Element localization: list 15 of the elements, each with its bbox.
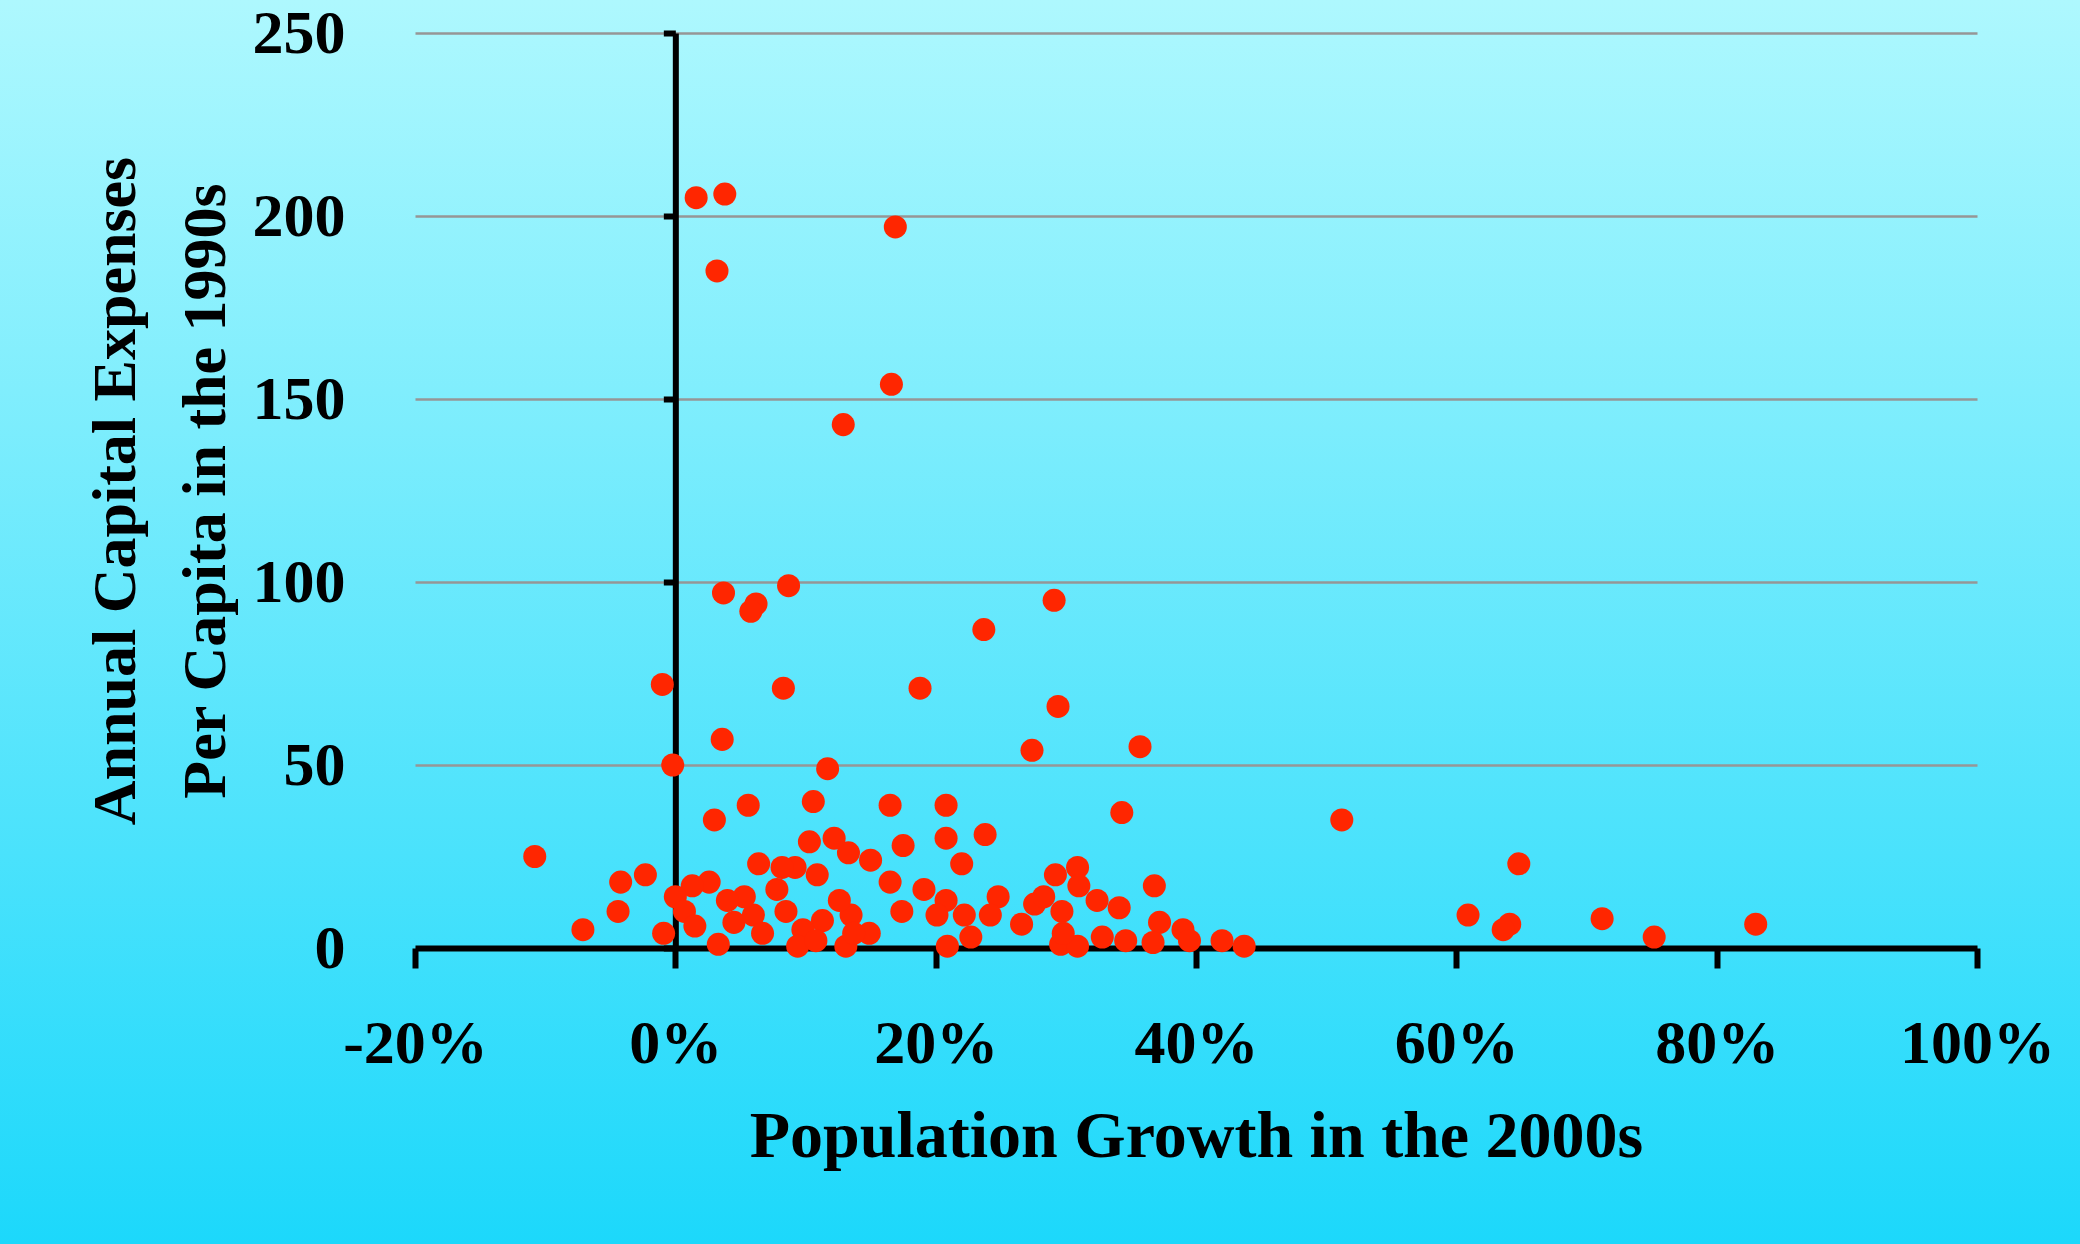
y-tick-label: 250 bbox=[252, 0, 346, 66]
y-tick-label: 200 bbox=[252, 180, 346, 249]
x-tick-label: 60% bbox=[1394, 1007, 1519, 1076]
x-tick-label: -20% bbox=[343, 1007, 488, 1076]
x-tick-label: 0% bbox=[629, 1007, 723, 1076]
x-tick-label: 100% bbox=[1900, 1007, 2055, 1076]
y-axis-title: Annual Capital Expenses Per Capita in the 1990s bbox=[79, 156, 238, 826]
y-tick-label: 0 bbox=[314, 912, 346, 981]
y-tick-label: 150 bbox=[252, 363, 346, 432]
y-tick-label: 100 bbox=[252, 546, 346, 615]
x-tick-label: 20% bbox=[874, 1007, 999, 1076]
x-tick-label: 40% bbox=[1134, 1007, 1259, 1076]
y-tick-label: 50 bbox=[283, 729, 346, 798]
x-axis-title: Population Growth in the 2000s bbox=[749, 1097, 1644, 1171]
x-tick-label: 80% bbox=[1655, 1007, 1780, 1076]
